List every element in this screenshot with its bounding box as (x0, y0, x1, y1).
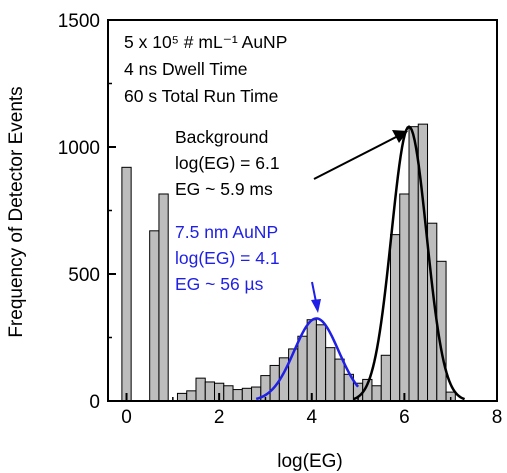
histogram-bar (371, 385, 382, 402)
info-run-time: 60 s Total Run Time (124, 86, 278, 106)
x-tick-label: 2 (214, 407, 225, 428)
histogram-bar (186, 390, 197, 402)
aunp-log-eg: log(EG) = 4.1 (175, 248, 280, 268)
x-tick-label: 8 (492, 407, 503, 428)
aunp-annotation: 7.5 nm AuNP log(EG) = 4.1 EG ~ 56 µs (175, 222, 321, 313)
y-tick-label: 500 (68, 265, 100, 286)
y-tick-label: 0 (89, 392, 100, 413)
aunp-label: 7.5 nm AuNP (175, 222, 278, 242)
info-concentration: 5 x 10⁵ # mL⁻¹ AuNP (124, 32, 287, 52)
histogram-bar (223, 385, 234, 402)
histogram-bar (204, 381, 216, 402)
histogram-bar (297, 335, 308, 402)
aunp-arrow-head (311, 299, 321, 313)
background-log-eg: log(EG) = 6.1 (175, 153, 280, 173)
x-tick-label: 0 (121, 407, 132, 428)
histogram-bar (389, 234, 401, 402)
background-label: Background (175, 127, 268, 147)
histogram-bar (380, 354, 391, 402)
histogram-bar (241, 387, 253, 402)
background-fit-curve (352, 125, 466, 401)
background-eg: EG ~ 5.9 ms (175, 179, 273, 199)
aunp-fit-curve (255, 317, 360, 401)
background-arrow-head (392, 130, 408, 143)
histogram-bar (232, 389, 243, 402)
aunp-arrow-line (311, 281, 317, 303)
background-arrow-line (313, 135, 399, 180)
fit-curves-group (255, 125, 466, 401)
histogram-bar (408, 126, 419, 402)
histogram-bar (334, 358, 345, 402)
histogram-bar (288, 348, 299, 402)
info-annotation: 5 x 10⁵ # mL⁻¹ AuNP 4 ns Dwell Time 60 s… (124, 32, 287, 106)
histogram-bar (325, 347, 336, 402)
bars-group (121, 123, 456, 402)
background-annotation: Background log(EG) = 6.1 EG ~ 5.9 ms (175, 127, 408, 199)
x-axis-label: log(EG) (277, 451, 342, 472)
y-tick-label: 1500 (58, 11, 100, 32)
histogram-bar (306, 319, 317, 402)
axis-ticks (108, 19, 498, 402)
axis-tick-labels: 0 2 4 6 8 0 500 1000 1500 (58, 11, 503, 428)
x-tick-label: 4 (306, 407, 317, 428)
histogram-bar (158, 193, 169, 402)
y-tick-label: 1000 (58, 138, 100, 159)
y-axis-label: Frequency of Detector Events (6, 86, 27, 337)
aunp-eg: EG ~ 56 µs (175, 274, 264, 294)
histogram-bar (121, 166, 132, 402)
info-dwell-time: 4 ns Dwell Time (124, 59, 248, 79)
histogram-bar (315, 324, 327, 402)
x-tick-label: 6 (399, 407, 410, 428)
histogram-bar (149, 230, 160, 402)
histogram-bar (399, 193, 410, 402)
histogram-bar (176, 392, 188, 402)
histogram-bar (195, 377, 206, 402)
